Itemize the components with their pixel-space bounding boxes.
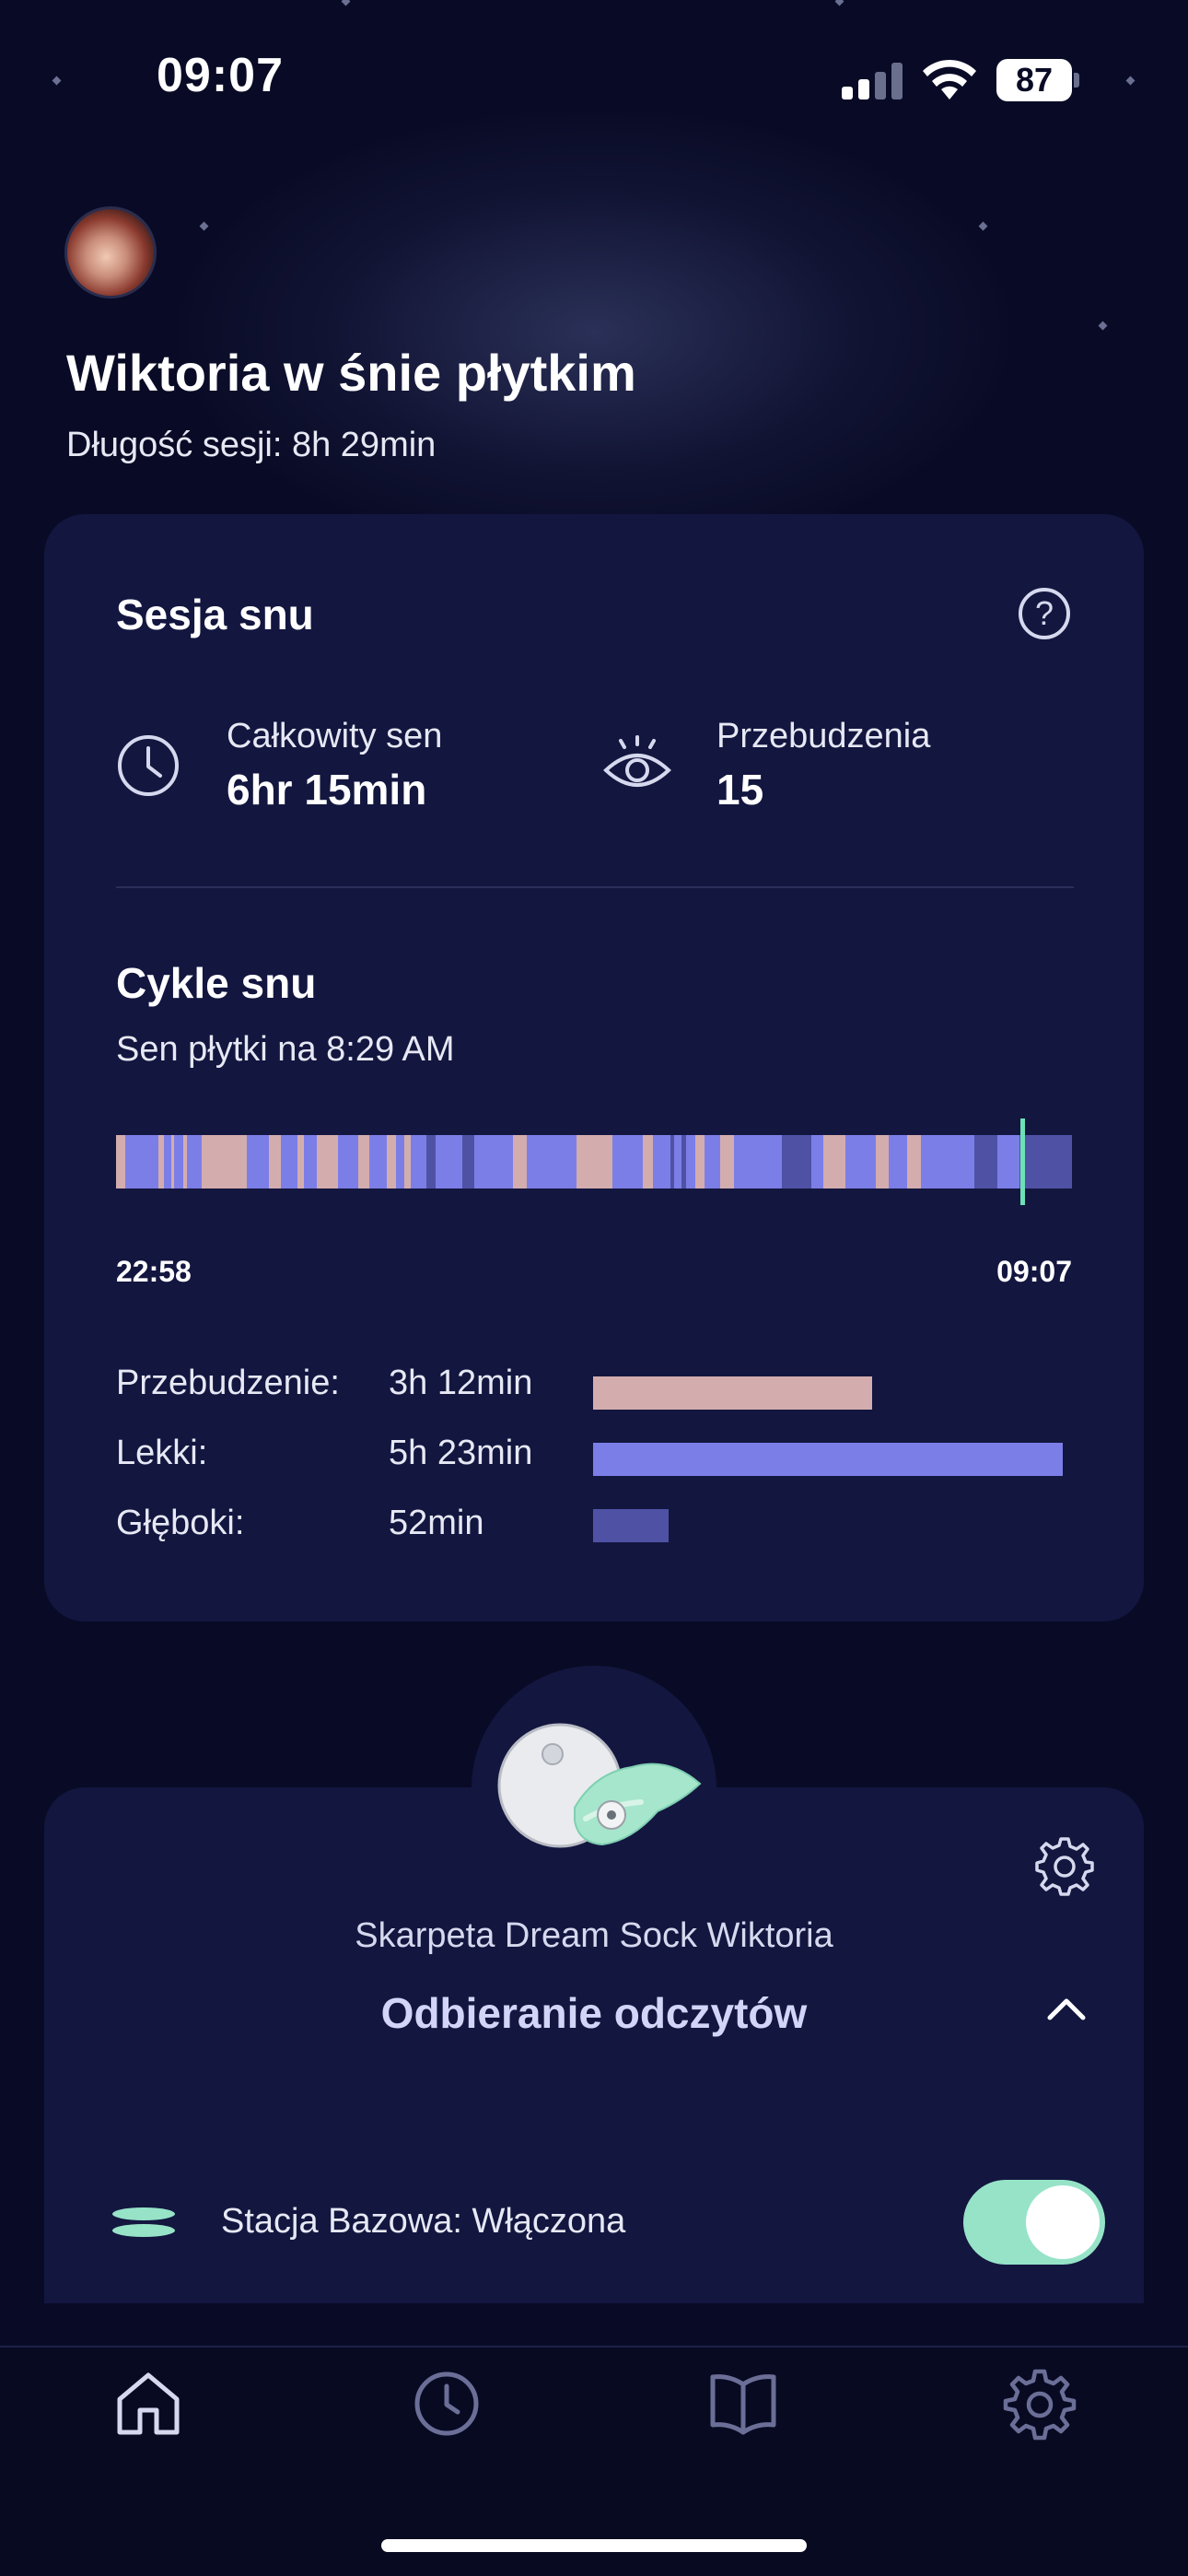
star-decoration — [978, 221, 988, 231]
base-station-icon — [112, 2207, 175, 2237]
eye-icon — [603, 735, 671, 787]
home-indicator — [381, 2539, 807, 2552]
battery-level: 87 — [996, 59, 1072, 101]
tab-bar — [0, 2346, 1188, 2576]
timeline-segment-wake — [182, 1135, 187, 1188]
timeline-segment-wake — [157, 1135, 164, 1188]
timeline-segment-deep — [974, 1135, 998, 1188]
timeline-segment-wake — [695, 1135, 705, 1188]
timeline-segment-wake — [316, 1135, 338, 1188]
total-sleep-value: 6hr 15min — [227, 766, 427, 814]
timeline-segment-deep — [1019, 1135, 1072, 1188]
star-decoration — [52, 76, 62, 86]
legend-light-bar — [593, 1443, 1063, 1476]
timeline-segment-wake — [642, 1135, 654, 1188]
timeline-segment-wake — [357, 1135, 370, 1188]
legend-deep-value: 52min — [389, 1504, 484, 1542]
wakeups-value: 15 — [716, 766, 764, 814]
timeline-segment-wake — [404, 1135, 411, 1188]
wifi-icon — [923, 59, 976, 100]
legend-wake-bar — [593, 1376, 872, 1410]
timeline-segment-deep — [681, 1135, 686, 1188]
star-decoration — [199, 221, 209, 231]
page-title: Wiktoria w śnie płytkim — [66, 344, 636, 402]
help-icon[interactable]: ? — [1019, 588, 1070, 639]
legend-light-value: 5h 23min — [389, 1434, 533, 1472]
timeline-segment-wake — [720, 1135, 734, 1188]
timeline-segment-wake — [876, 1135, 889, 1188]
sleep-session-card — [44, 514, 1144, 1622]
cellular-signal-icon — [842, 63, 903, 100]
timeline-segment-deep — [426, 1135, 436, 1188]
timeline-segment-wake — [386, 1135, 397, 1188]
timeline-segment-wake — [116, 1135, 126, 1188]
sleep-session-title: Sesja snu — [116, 591, 314, 638]
divider — [116, 886, 1074, 888]
device-settings-gear-icon[interactable] — [1033, 1835, 1096, 1898]
timeline-start-label: 22:58 — [116, 1255, 192, 1288]
timeline-segment-wake — [577, 1135, 612, 1188]
device-card — [44, 1787, 1144, 2303]
legend-light-label: Lekki: — [116, 1434, 208, 1472]
session-length: Długość sesji: 8h 29min — [66, 426, 437, 464]
avatar[interactable] — [64, 206, 157, 299]
timeline-segment-deep — [461, 1135, 475, 1188]
dream-sock-device-image — [497, 1723, 702, 1848]
legend-deep-label: Głęboki: — [116, 1504, 245, 1542]
clock-icon — [118, 735, 179, 796]
home-icon[interactable] — [109, 2364, 188, 2443]
history-clock-icon[interactable] — [407, 2364, 486, 2443]
book-icon[interactable] — [704, 2364, 783, 2443]
timeline-segment-deep — [782, 1135, 811, 1188]
device-name: Skarpeta Dream Sock Wiktoria — [355, 1916, 833, 1955]
star-decoration — [1125, 76, 1136, 86]
total-sleep-label: Całkowity sen — [227, 717, 443, 755]
background-glow — [180, 111, 1008, 553]
timeline-segment-wake — [202, 1135, 248, 1188]
device-status: Odbieranie odczytów — [380, 1989, 808, 2037]
wakeups-label: Przebudzenia — [716, 717, 931, 755]
settings-gear-icon[interactable] — [1000, 2364, 1079, 2443]
status-time: 09:07 — [157, 49, 284, 102]
base-station-toggle[interactable] — [963, 2180, 1105, 2265]
timeline-segment-wake — [823, 1135, 845, 1188]
timeline-segment-wake — [907, 1135, 921, 1188]
sleep-cycles-subtitle: Sen płytki na 8:29 AM — [116, 1030, 455, 1069]
timeline-end-label: 09:07 — [996, 1255, 1072, 1288]
battery-icon: 87 — [996, 59, 1079, 101]
timeline-segment-wake — [171, 1135, 175, 1188]
timeline-segment-wake — [297, 1135, 305, 1188]
timeline-current-marker — [1019, 1118, 1025, 1205]
star-decoration — [1098, 321, 1108, 331]
chevron-up-icon[interactable] — [1046, 1996, 1087, 2023]
sleep-cycles-title: Cykle snu — [116, 959, 317, 1007]
timeline-segment-wake — [512, 1135, 528, 1188]
star-decoration — [834, 0, 844, 6]
sleep-timeline — [116, 1118, 1072, 1205]
timeline-segment-wake — [269, 1135, 281, 1188]
legend-deep-bar — [593, 1509, 670, 1542]
timeline-segment-deep — [670, 1135, 675, 1188]
star-decoration — [341, 0, 351, 6]
legend-wake-label: Przebudzenie: — [116, 1364, 340, 1402]
toggle-knob — [1026, 2185, 1100, 2259]
legend-wake-value: 3h 12min — [389, 1364, 533, 1402]
base-station-label: Stacja Bazowa: Włączona — [221, 2202, 626, 2241]
